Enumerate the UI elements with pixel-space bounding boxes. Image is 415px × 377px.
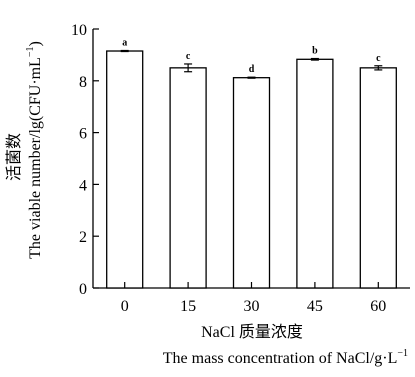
- significance-label: a: [122, 37, 127, 48]
- significance-label: d: [249, 64, 255, 75]
- significance-label: b: [312, 46, 318, 57]
- significance-label: c: [186, 51, 191, 62]
- y-tick-label: 0: [79, 281, 87, 298]
- x-axis-title-en: The mass concentration of NaCl/g·L−1: [163, 348, 408, 367]
- y-tick-label: 10: [71, 22, 87, 39]
- bar: [232, 77, 271, 289]
- x-axis-title-cn: NaCl 质量浓度: [201, 323, 303, 341]
- y-tick-label: 6: [79, 126, 87, 143]
- bar: [296, 58, 334, 289]
- y-axis-title-cn: 活菌数: [5, 133, 23, 181]
- y-ticks: 0 2 4 6 8 10: [71, 22, 99, 298]
- x-tick-label: 30: [244, 298, 260, 315]
- y-axis-title-en: The viable number/lg(CFU·mL−1): [25, 41, 44, 259]
- x-tick-label: 0: [121, 298, 129, 315]
- y-tick-label: 2: [79, 229, 87, 246]
- significance-label: c: [376, 53, 381, 64]
- bar: [106, 50, 144, 289]
- y-tick-label: 8: [79, 74, 87, 91]
- x-ticks: 0 15 30 45 60: [121, 282, 386, 315]
- x-tick-label: 60: [370, 298, 386, 315]
- x-tick-label: 45: [307, 298, 323, 315]
- y-tick-label: 4: [79, 177, 87, 194]
- x-tick-label: 15: [180, 298, 196, 315]
- bars: a c d b c: [106, 37, 397, 289]
- bar: [169, 67, 207, 289]
- bar: [359, 67, 397, 289]
